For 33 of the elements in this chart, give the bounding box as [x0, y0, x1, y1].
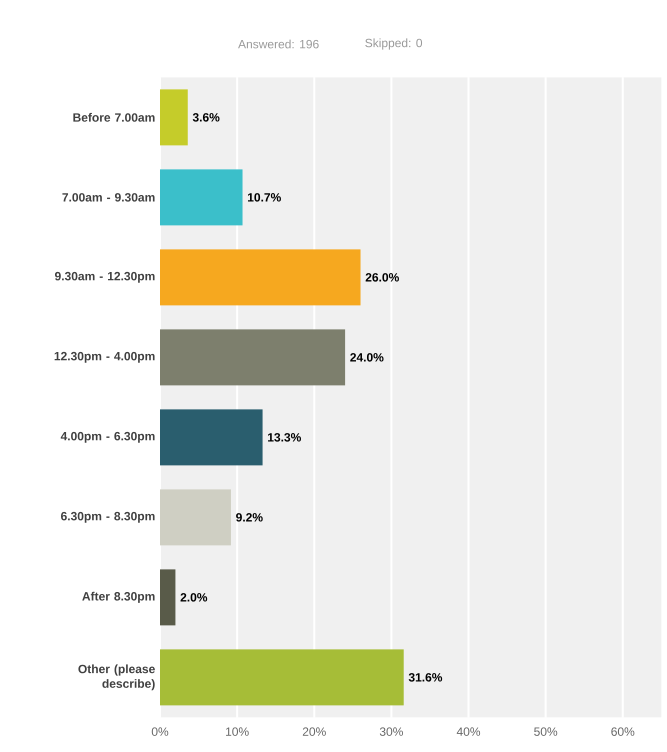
- bar: [160, 89, 188, 146]
- x-tick-label: 60%: [612, 727, 635, 736]
- data-label: 9.2%: [236, 513, 263, 522]
- bar: [160, 569, 176, 626]
- data-label: 31.6%: [408, 673, 442, 682]
- bar: [160, 409, 263, 466]
- y-tick-label: 4.00pm - 6.30pm: [60, 432, 155, 443]
- x-tick-label: 40%: [456, 727, 480, 736]
- y-tick-label: 6.30pm - 8.30pm: [61, 512, 155, 523]
- bar: [160, 649, 404, 706]
- data-label: 3.6%: [192, 113, 220, 122]
- y-tick-label: Other (please describe): [78, 664, 156, 690]
- data-label: 26.0%: [366, 273, 400, 282]
- data-label: 10.7%: [248, 193, 282, 202]
- text: Answered: 196: [238, 40, 319, 48]
- y-tick-label: 12.30pm - 4.00pm: [54, 352, 155, 363]
- data-label: 13.3%: [268, 433, 302, 442]
- bar: [160, 329, 346, 386]
- bar: [160, 169, 243, 226]
- x-tick-label: 20%: [303, 727, 326, 736]
- y-tick-label: Before 7.00am: [74, 112, 155, 122]
- data-label: 24.0%: [350, 353, 384, 362]
- y-tick-label: 9.30am - 12.30pm: [55, 272, 155, 283]
- y-tick-label: 7.00am - 9.30am: [62, 193, 155, 202]
- data-label: 2.0%: [180, 593, 208, 602]
- x-tick-label: 10%: [226, 727, 249, 736]
- x-tick-label: 0%: [152, 727, 168, 736]
- text: Skipped: 0: [365, 38, 422, 50]
- bar: [160, 249, 361, 306]
- y-tick-label: After 8.30pm: [82, 592, 155, 603]
- x-tick-label: 30%: [380, 727, 404, 736]
- x-tick-label: 50%: [534, 727, 558, 736]
- bar: [160, 489, 232, 546]
